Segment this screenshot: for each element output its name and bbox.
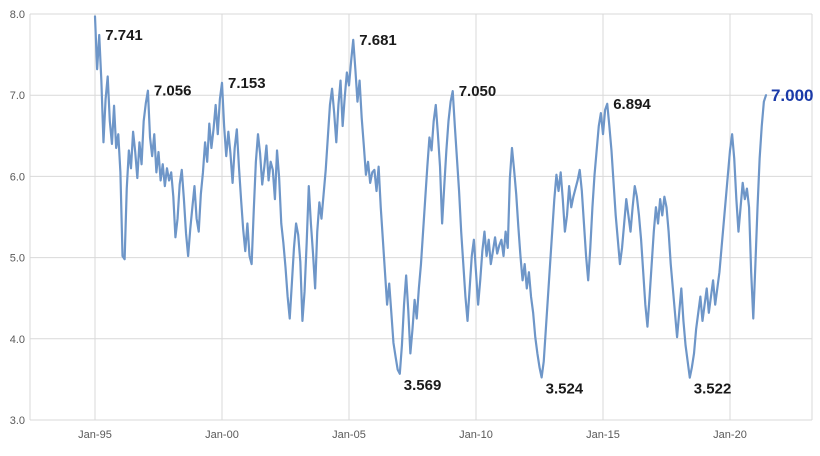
x-axis-tick-label: Jan-10	[459, 429, 493, 441]
y-axis-tick-label: 8.0	[10, 9, 25, 21]
y-axis-tick-label: 3.0	[10, 415, 25, 427]
data-label: 7.153	[228, 75, 266, 92]
data-label: 7.056	[154, 83, 192, 100]
data-label: 3.524	[546, 380, 584, 397]
final-data-label: 7.000	[771, 86, 814, 105]
x-axis-tick-label: Jan-95	[78, 429, 112, 441]
x-axis-tick-label: Jan-00	[205, 429, 239, 441]
y-axis-tick-label: 4.0	[10, 334, 25, 346]
data-label: 3.569	[404, 377, 442, 394]
data-label: 6.894	[613, 96, 651, 113]
x-axis-tick-label: Jan-20	[713, 429, 747, 441]
y-axis-tick-label: 7.0	[10, 90, 25, 102]
data-label: 7.741	[105, 27, 143, 44]
data-label: 7.050	[459, 83, 497, 100]
series-line	[93, 15, 768, 379]
data-label: 3.522	[694, 381, 732, 398]
y-axis-tick-label: 5.0	[10, 253, 25, 265]
data-label: 7.681	[359, 32, 397, 49]
y-axis-tick-label: 6.0	[10, 171, 25, 183]
x-axis-tick-label: Jan-05	[332, 429, 366, 441]
x-axis-tick-label: Jan-15	[586, 429, 620, 441]
